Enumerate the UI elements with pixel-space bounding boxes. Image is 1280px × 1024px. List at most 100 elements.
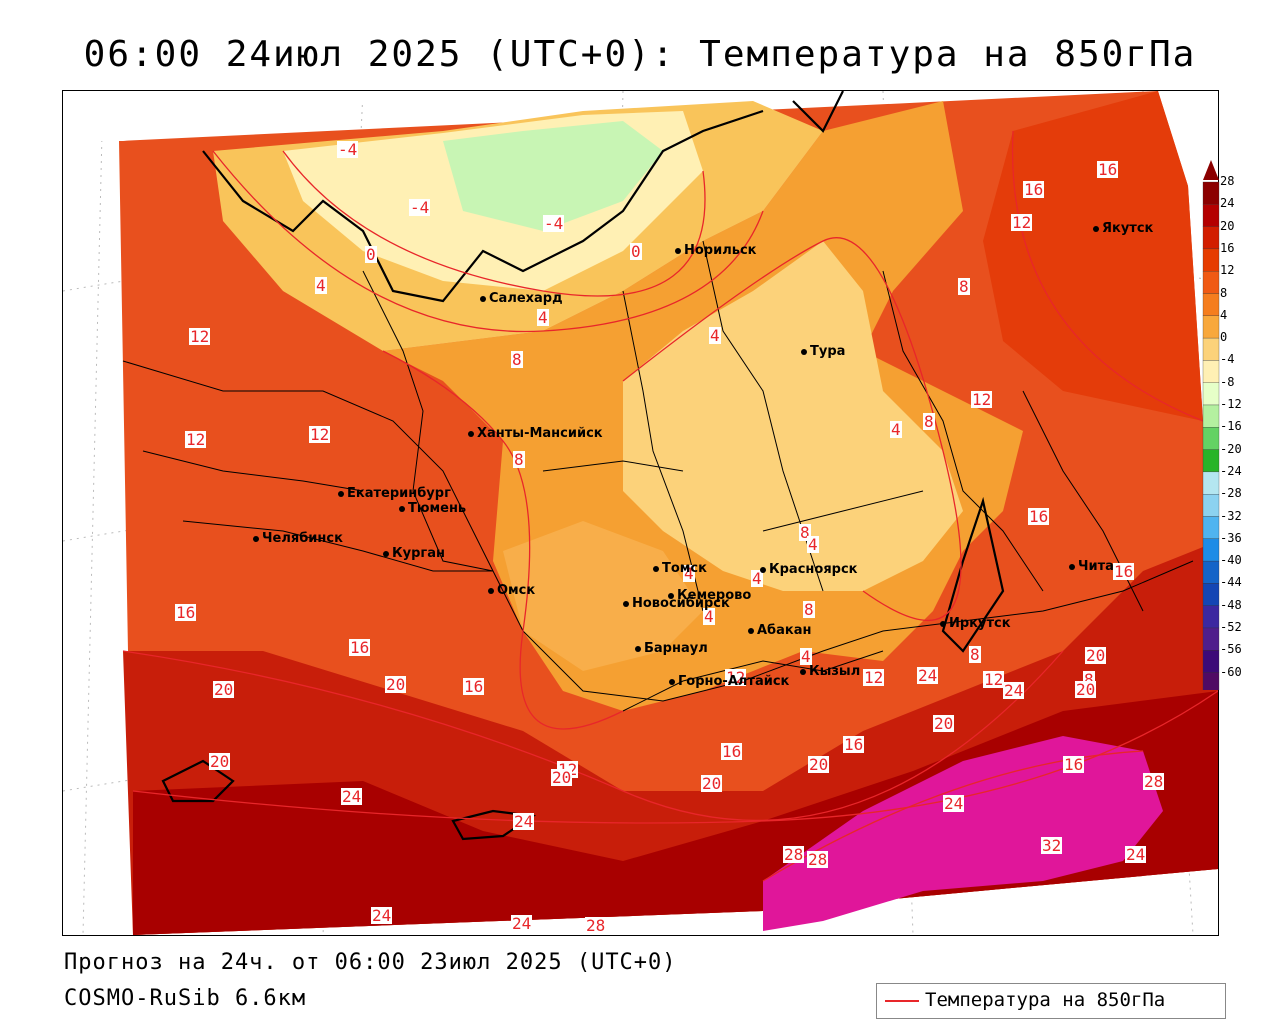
colorbar-top-arrow [1203,160,1219,180]
city-name: Новосибирск [632,596,730,611]
colorbar-tick-label: 24 [1220,196,1235,211]
isotherm-value-label: 20 [701,774,723,793]
isotherm-value-label: 12 [725,668,747,687]
colorbar-segment [1202,226,1220,250]
city-dot [940,620,946,627]
isotherm-value-label: 8 [799,523,811,542]
city-name: Иркутск [949,616,1011,631]
city-name: Барнаул [644,641,708,656]
city-name: Курган [392,546,445,561]
isotherm-value-label: 4 [537,308,549,327]
isotherm-value-label: 4 [751,569,763,588]
city-dot [1093,225,1099,232]
city-dot [675,247,681,254]
colorbar-tick-label: -24 [1220,463,1242,478]
zone-minus4-north [443,121,663,231]
city-name: Екатеринбург [347,486,451,501]
city-dot [760,566,766,573]
city-marker: Томск [653,561,707,576]
model-name: COSMO-RuSib 6.6км [64,986,307,1011]
isotherm-value-label: 28 [585,916,607,935]
colorbar-tick-label: -40 [1220,553,1242,568]
isotherm-value-label: 24 [371,906,393,925]
isotherm-value-label: 16 [1097,160,1119,179]
city-marker: Иркутск [940,616,1011,631]
city-name: Норильск [684,243,757,258]
colorbar-tick-label: -36 [1220,530,1242,545]
isotherm-value-label: 32 [1041,836,1063,855]
city-dot [623,600,629,607]
isotherm-value-label: 8 [958,277,970,296]
city-marker: Красноярск [760,562,858,577]
colorbar-tick-label: 16 [1220,240,1235,255]
colorbar-segment [1202,560,1220,584]
colorbar-segment [1202,650,1220,673]
isotherm-value-label: 16 [721,742,743,761]
zone-4-center [623,241,963,591]
isotherm-value-label: 8 [511,350,523,369]
colorbar-tick-label: -28 [1220,486,1242,501]
isotherm-value-label: 16 [1023,180,1045,199]
city-dot [668,592,674,599]
isotherm-value-label: 8 [1083,670,1095,689]
isotherm-value-label: 16 [175,603,197,622]
colorbar-tick-label: 0 [1220,330,1228,345]
isotherm-value-label: 24 [1003,681,1025,700]
colorbar-segment [1202,583,1220,606]
colorbar-segment [1202,337,1220,361]
colorbar-segment [1202,315,1220,339]
isotherm-value-label: 8 [803,600,815,619]
isotherm-value-label: 12 [1011,213,1033,232]
city-dot [635,645,641,652]
city-marker: Абакан [748,623,812,638]
colorbar-tick-label: -12 [1220,397,1242,411]
city-name: Красноярск [769,562,858,577]
colorbar-segment [1202,672,1220,690]
city-marker: Челябинск [253,531,343,546]
isotherm-value-label: 16 [463,677,485,696]
city-dot [399,505,405,512]
city-name: Якутск [1102,221,1154,236]
city-name: Чита [1078,559,1114,574]
zone-28-magenta [763,736,1163,931]
isotherm-value-label: 16 [1028,507,1050,526]
colorbar-tick-label: -4 [1220,352,1235,367]
isotherm-lines [122,130,1218,882]
city-marker: Кызыл [800,664,860,679]
colorbar-tick-label: -32 [1220,508,1242,523]
city-marker: Новосибирск [623,596,730,611]
city-name: Абакан [757,623,812,638]
isotherm-value-label: 20 [933,714,955,733]
city-name: Горно-Алтайск [678,674,790,689]
forecast-info: Прогноз на 24ч. от 06:00 23июл 2025 (UTC… [64,950,677,975]
isotherm-value-label: 20 [209,752,231,771]
colorbar-segment [1202,449,1220,473]
isotherm-value-label: 4 [890,420,902,439]
city-marker: Тюмень [399,501,466,516]
isotherm-value-label: 12 [983,670,1005,689]
colorbar-tick-label: 20 [1220,218,1235,233]
city-dot [653,565,659,572]
isotherm-value-label: 16 [1063,755,1085,774]
isotherm-value-label: 12 [189,327,211,346]
colorbar-segment [1202,204,1220,227]
isotherm-value-label: 12 [309,425,331,444]
city-name: Ханты-Мансийск [477,426,603,441]
city-marker: Норильск [675,243,757,258]
isotherm-value-label: 12 [971,390,993,409]
city-name: Кемерово [677,588,752,603]
city-dot [338,490,344,497]
colorbar-segment [1202,605,1220,629]
city-dot [669,678,675,685]
city-marker: Ханты-Мансийск [468,426,603,441]
legend-line-swatch [885,1000,919,1002]
isotherm-value-label: -4 [409,198,431,217]
isotherm-value-label: 24 [513,812,535,831]
city-name: Омск [497,583,536,598]
city-marker: Тура [801,344,845,359]
city-marker: Екатеринбург [338,486,451,501]
colorbar-tick-label: -16 [1220,419,1242,434]
city-dot [253,535,259,542]
colorbar-segment [1202,360,1220,383]
colorbar-segment [1202,494,1220,517]
